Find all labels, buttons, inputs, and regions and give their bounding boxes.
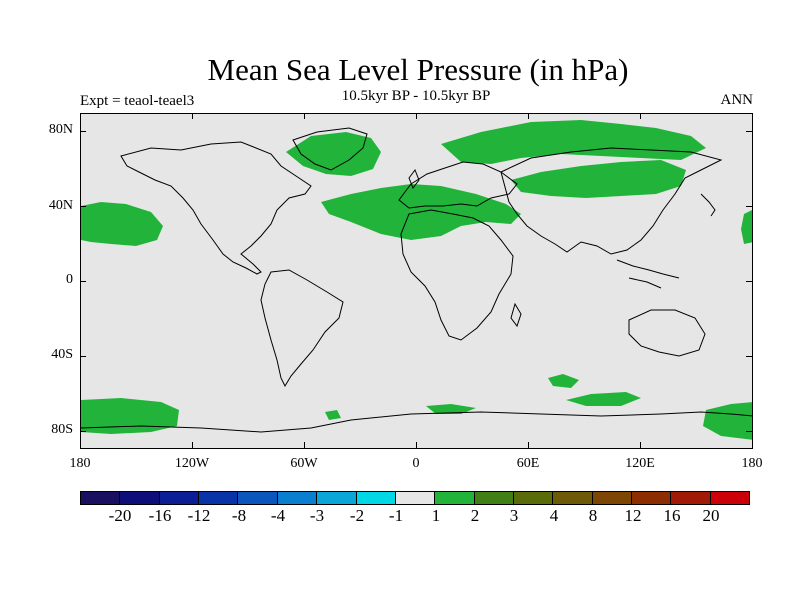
colorbar-label: -1 [388,506,404,525]
lon-label-0: 0 [412,456,420,471]
colorbar-box [710,492,750,504]
map-svg [81,120,752,440]
coast-uk [408,168,420,190]
colorbar-box [238,492,278,504]
colorbar-box [317,492,357,504]
lat-tick [80,356,86,357]
lon-tick-top [528,113,529,119]
lon-tick [416,442,417,448]
period-label: 10.5kyr BP - 10.5kyr BP [341,88,491,104]
lat-tick [80,131,86,132]
colorbar-label: -3 [309,506,325,525]
coast-antarctica [81,411,752,433]
lat-tick-right [746,431,752,432]
lat-tick-right [746,206,752,207]
lat-tick-right [746,281,752,282]
coast-south-america [260,269,344,388]
lon-tick-top [304,113,305,119]
lat-tick [80,281,86,282]
coast-asia [500,147,723,255]
anomaly-patch-so-2 [325,410,341,420]
lon-label-120e: 120E [625,456,655,471]
colorbar-label: -16 [148,506,172,525]
plot-title: Mean Sea Level Pressure (in hPa) [207,52,629,87]
lon-tick [640,442,641,448]
colorbar-box [553,492,593,504]
anomaly-patch-nw-pacific [81,202,163,246]
coast-europe [398,161,518,209]
colorbar-box [81,492,121,504]
colorbar-box [474,492,514,504]
season-label: ANN [720,92,754,108]
coastlines [81,127,752,433]
lat-tick-right [746,131,752,132]
colorbar-label: -2 [349,506,365,525]
colorbar [80,491,750,505]
colorbar-label: 1 [431,506,441,525]
lat-label-40n: 40N [48,198,73,213]
colorbar-label: 4 [549,506,559,525]
lon-label-120w: 120W [174,456,210,471]
anomaly-patch-so-3 [426,404,476,414]
colorbar-box [592,492,633,504]
lon-label-60e: 60E [516,456,540,471]
world-map [80,113,753,449]
colorbar-box [395,492,436,504]
lon-tick-top [192,113,193,119]
experiment-label: Expt = teaol-teael3 [80,93,195,109]
lon-tick-top [416,113,417,119]
anomaly-patch-so-1 [81,398,179,434]
colorbar-label: -12 [187,506,211,525]
lat-label-80n: 80N [48,122,73,137]
lon-tick [528,442,529,448]
colorbar-label: 16 [663,506,681,525]
lat-tick [80,206,86,207]
colorbar-label: 12 [624,506,642,525]
coast-indonesia [616,259,680,289]
colorbar-label: 3 [509,506,519,525]
colorbar-box [632,492,672,504]
lon-tick [192,442,193,448]
lat-tick-right [746,356,752,357]
colorbar-label: 2 [470,506,480,525]
coast-greenland [292,127,368,171]
anomaly-patches [81,120,752,440]
colorbar-label: -20 [108,506,132,525]
colorbar-label: 8 [588,506,598,525]
lat-label-80s: 80S [51,422,73,437]
lon-tick [304,442,305,448]
anomaly-patch-central-asia [511,160,686,198]
anomaly-patch-arctic [441,120,706,164]
colorbar-box [199,492,239,504]
colorbar-box [120,492,160,504]
lon-tick-top [640,113,641,119]
coast-australia [628,309,706,357]
colorbar-box [671,492,711,504]
colorbar-box [513,492,554,504]
lon-label-180e: 180 [741,456,763,471]
colorbar-label: -4 [270,506,286,525]
coast-north-america [120,141,312,275]
coast-africa [400,209,514,341]
colorbar-label: 20 [702,506,720,525]
lat-label-0: 0 [66,272,73,287]
colorbar-box [356,492,396,504]
colorbar-box [277,492,318,504]
colorbar-box [435,492,475,504]
coast-japan [700,193,716,217]
coast-madagascar [510,302,522,328]
lat-label-40s: 40S [51,347,73,362]
lat-tick [80,431,86,432]
lon-label-180w: 180 [69,456,91,471]
anomaly-patch-greenland [286,132,381,176]
anomaly-patch-so-6 [703,402,752,440]
colorbar-box [159,492,200,504]
anomaly-patch-so-4 [566,392,641,406]
colorbar-label: -8 [231,506,247,525]
anomaly-patch-ne-pacific [741,210,752,244]
anomaly-patch-so-5 [548,374,579,388]
lon-label-60w: 60W [290,456,318,471]
